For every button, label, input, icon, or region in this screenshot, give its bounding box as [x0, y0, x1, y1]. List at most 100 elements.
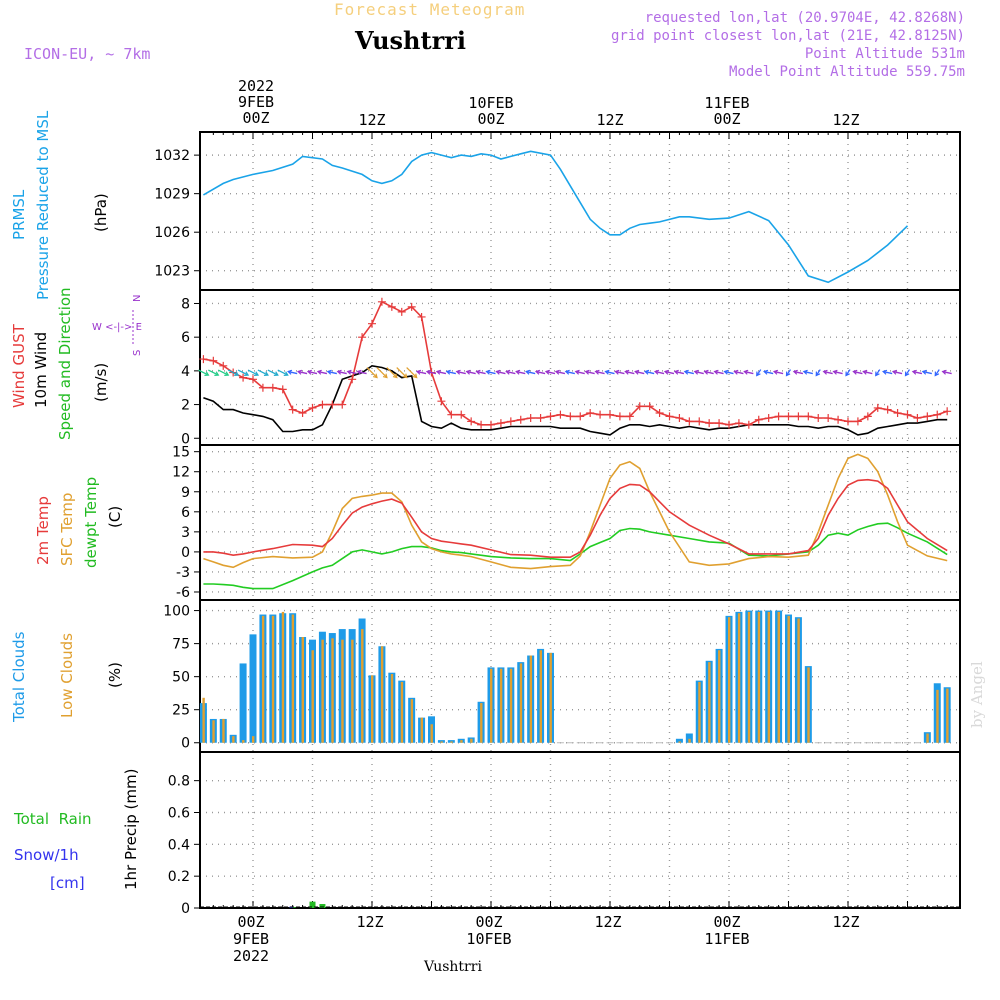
gust-marker	[893, 408, 902, 417]
wind-direction-arrow	[366, 367, 378, 379]
gust-marker	[417, 312, 426, 321]
y-tick-label: 25	[172, 703, 190, 719]
low-cloud-bar	[281, 611, 285, 743]
wind-arrow-head	[934, 371, 940, 377]
y-tick-label: 12	[172, 465, 190, 481]
low-cloud-bar	[737, 613, 741, 743]
wind-arrow-head	[911, 369, 917, 375]
wind-arrow-head	[882, 369, 888, 375]
y-tick-label: 3	[181, 525, 190, 541]
gust-marker	[377, 297, 386, 306]
wind-arrow-head	[663, 369, 669, 375]
wind-direction-arrow	[555, 370, 566, 375]
wind-direction-arrow	[288, 370, 298, 375]
low-cloud-bar	[539, 650, 542, 743]
y-tick-label: 1029	[154, 187, 190, 203]
low-cloud-bar	[450, 741, 453, 743]
y-tick-label: 6	[181, 330, 190, 346]
wind-direction-arrow	[476, 370, 486, 375]
wind-arrow-head	[743, 369, 749, 375]
gust-marker	[368, 319, 376, 328]
wind-arrow-head	[505, 369, 511, 375]
low-cloud-bar	[460, 740, 463, 743]
wind-speed-line	[203, 364, 948, 436]
gust-marker	[685, 417, 694, 426]
hpa-unit-label: (hPa)	[92, 193, 110, 232]
wind-arrow-head	[382, 373, 388, 379]
low-cloud-bar	[718, 650, 721, 743]
y-tick-label: 50	[172, 670, 190, 686]
wind-direction-arrow	[376, 367, 388, 379]
panel-frame	[199, 444, 961, 601]
low-cloud-bar	[440, 741, 443, 743]
grid-point-location: grid point closest lon,lat (21E, 42.8125…	[610, 28, 965, 44]
wind-arrow-head	[326, 369, 332, 375]
y-tick-label: 75	[172, 637, 190, 653]
gust-marker	[844, 417, 852, 426]
y-tick-label: 0	[181, 545, 190, 561]
gust-marker	[853, 417, 862, 426]
low-cloud-bar	[509, 668, 513, 743]
wind-arrow-head	[713, 369, 719, 375]
gust-marker	[338, 400, 347, 409]
dewpoint-line	[203, 522, 948, 590]
gust-marker	[496, 419, 505, 428]
gust-marker	[863, 412, 872, 421]
total-cloud-bar	[239, 663, 247, 743]
gust-marker	[556, 410, 565, 419]
wind-direction-arrow	[565, 370, 575, 375]
wind-direction-arrow	[803, 370, 813, 375]
wind-direction-arrow	[764, 370, 774, 375]
bottom-time-label: 12Z	[832, 913, 860, 931]
panel-frame	[199, 751, 961, 909]
wind-direction-arrow	[674, 370, 685, 375]
low-cloud-bar	[698, 681, 701, 743]
wind-direction-arrow	[883, 370, 893, 375]
wind-direction-arrow	[227, 369, 239, 376]
y-tick-label: 9	[181, 485, 190, 501]
wind-direction-arrow	[892, 370, 903, 375]
total-rain-label: Total Rain	[13, 810, 92, 828]
y-tick-label: 6	[181, 505, 190, 521]
low-cloud-bar	[926, 733, 929, 743]
low-cloud-bar	[499, 668, 503, 743]
wind-arrow-head	[356, 369, 362, 375]
wind-arrow-head	[544, 369, 550, 375]
gust-marker	[358, 333, 367, 342]
wind-direction-arrow	[357, 370, 367, 375]
low-cloud-bar	[519, 663, 523, 743]
wind-arrow-head	[941, 369, 947, 375]
gust-marker	[933, 410, 942, 419]
low-cloud-bar	[291, 614, 295, 743]
wind-direction-arrow	[664, 370, 675, 375]
gust-marker	[784, 412, 793, 421]
y-tick-label: -3	[176, 565, 190, 581]
wind-arrow-head	[415, 369, 422, 375]
bottom-time-label: 00Z 9FEB 2022	[232, 913, 270, 965]
wind-arrow-head	[336, 369, 342, 375]
wind-10m-label: 10m Wind	[32, 332, 50, 408]
low-cloud-bar	[202, 697, 205, 743]
gust-marker	[477, 420, 486, 429]
wind-arrow-head	[815, 371, 821, 377]
percent-unit-label: (%)	[106, 662, 124, 688]
wind-direction-arrow	[694, 370, 704, 375]
low-cloud-bar	[430, 724, 433, 743]
wind-arrow-head	[822, 369, 828, 375]
low-cloud-bar	[311, 650, 314, 743]
wind-direction-arrow	[785, 369, 792, 376]
gust-marker	[606, 410, 614, 419]
wind-direction-arrow	[247, 369, 259, 376]
temp-2m-line	[203, 478, 948, 559]
ms-unit-label: (m/s)	[92, 363, 110, 402]
y-tick-label: 0.8	[168, 774, 190, 790]
gust-marker	[754, 415, 763, 424]
gust-marker	[318, 400, 327, 409]
gust-marker	[407, 302, 416, 311]
low-cloud-bar	[708, 662, 711, 743]
wind-direction-arrow	[327, 370, 337, 375]
wind-arrow-head	[733, 369, 739, 375]
point-altitude: Point Altitude 531m	[804, 46, 965, 62]
wind-direction-arrow	[257, 369, 269, 376]
wind-arrow-head	[515, 369, 521, 375]
